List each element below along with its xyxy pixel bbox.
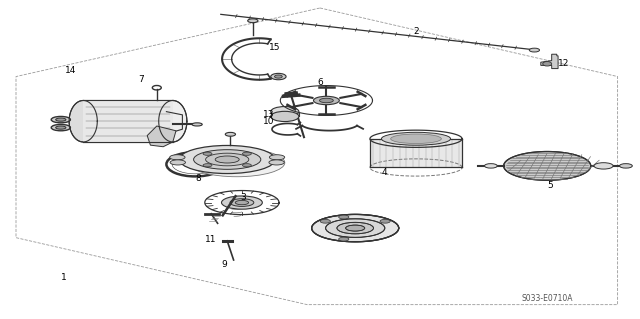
Text: 9: 9: [221, 260, 227, 269]
Ellipse shape: [346, 225, 365, 231]
Ellipse shape: [320, 219, 330, 223]
Ellipse shape: [189, 149, 285, 177]
Ellipse shape: [484, 164, 497, 168]
Ellipse shape: [381, 132, 451, 145]
Ellipse shape: [529, 48, 540, 52]
Ellipse shape: [314, 96, 339, 105]
Ellipse shape: [166, 152, 224, 176]
Ellipse shape: [271, 111, 299, 122]
Polygon shape: [504, 152, 591, 180]
Ellipse shape: [56, 118, 66, 121]
Ellipse shape: [543, 62, 552, 66]
Ellipse shape: [172, 155, 218, 174]
Ellipse shape: [390, 134, 442, 144]
Ellipse shape: [243, 164, 252, 167]
Ellipse shape: [269, 155, 285, 160]
Ellipse shape: [319, 98, 333, 103]
Ellipse shape: [337, 222, 374, 234]
Ellipse shape: [225, 132, 236, 136]
Ellipse shape: [380, 219, 390, 223]
Text: 2: 2: [413, 27, 419, 36]
Text: 1: 1: [61, 273, 67, 282]
Ellipse shape: [170, 155, 185, 160]
Ellipse shape: [594, 163, 613, 169]
Ellipse shape: [170, 160, 186, 165]
Text: 15: 15: [269, 43, 281, 52]
Ellipse shape: [269, 160, 284, 165]
Ellipse shape: [193, 150, 261, 169]
Text: 14: 14: [65, 66, 76, 75]
Ellipse shape: [221, 196, 262, 209]
Text: 12: 12: [557, 59, 569, 68]
Ellipse shape: [271, 73, 286, 80]
Text: 4: 4: [381, 168, 387, 177]
Ellipse shape: [230, 199, 254, 206]
Text: 11: 11: [205, 235, 217, 244]
Ellipse shape: [205, 153, 249, 166]
Polygon shape: [541, 54, 558, 69]
Ellipse shape: [248, 19, 258, 23]
Ellipse shape: [51, 124, 70, 131]
Text: S033-E0710A: S033-E0710A: [522, 294, 573, 303]
Ellipse shape: [56, 126, 66, 129]
Ellipse shape: [275, 75, 282, 78]
Ellipse shape: [620, 164, 632, 168]
Ellipse shape: [236, 200, 248, 205]
Ellipse shape: [179, 145, 275, 174]
Polygon shape: [147, 126, 176, 147]
Ellipse shape: [339, 237, 349, 241]
Text: 6: 6: [317, 78, 323, 87]
Text: 5: 5: [548, 181, 553, 189]
Ellipse shape: [203, 164, 212, 167]
Text: 3: 3: [241, 193, 246, 202]
Ellipse shape: [243, 152, 252, 155]
Ellipse shape: [203, 152, 212, 155]
Ellipse shape: [271, 107, 299, 117]
Polygon shape: [370, 139, 462, 167]
Polygon shape: [83, 100, 173, 142]
Polygon shape: [159, 100, 187, 142]
Ellipse shape: [192, 123, 202, 126]
Ellipse shape: [51, 116, 70, 123]
Ellipse shape: [215, 156, 239, 163]
Text: 8: 8: [196, 174, 201, 183]
Text: 10: 10: [263, 117, 275, 126]
Text: 7: 7: [138, 75, 143, 84]
Polygon shape: [312, 214, 399, 242]
Polygon shape: [69, 100, 97, 142]
Text: 13: 13: [263, 110, 275, 119]
Ellipse shape: [326, 219, 385, 237]
Ellipse shape: [339, 215, 349, 219]
